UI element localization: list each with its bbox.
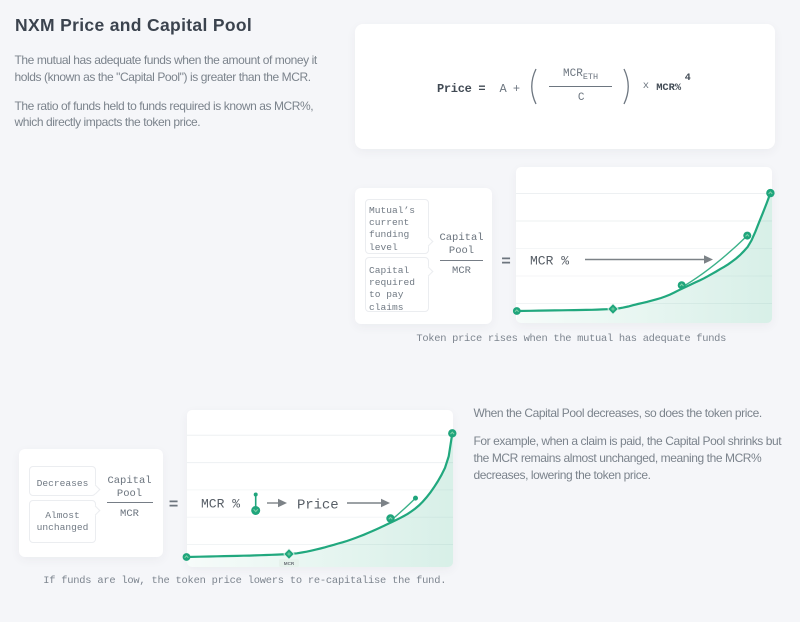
svg-text:MCR %: MCR % bbox=[201, 497, 240, 512]
svg-text:MCR: MCR bbox=[284, 561, 295, 566]
svg-text:MCR %: MCR % bbox=[530, 254, 569, 269]
svg-text:Price: Price bbox=[297, 498, 339, 514]
